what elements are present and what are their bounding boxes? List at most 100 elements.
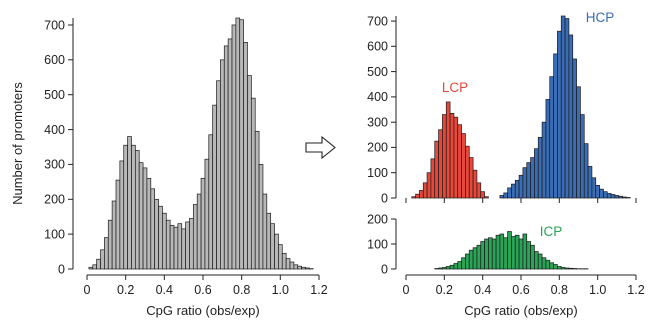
x-tick-label: 0 [84, 283, 91, 297]
histogram-bar [415, 193, 420, 199]
histogram-bar [258, 164, 264, 270]
y-tick-label: 500 [44, 88, 65, 102]
x-axis [405, 198, 637, 203]
y-tick-label: 0 [58, 262, 65, 276]
histogram-bar [239, 19, 244, 270]
histogram-bar [468, 249, 474, 270]
histogram-bar [438, 267, 443, 270]
histogram-bar [526, 162, 531, 199]
histogram-bar [445, 101, 451, 199]
histogram-bar [162, 212, 167, 270]
y-tick-label: 200 [44, 193, 65, 207]
histogram-bar [572, 58, 577, 199]
histogram-bar [192, 204, 198, 270]
histogram-bar [472, 169, 478, 199]
histogram-bar [465, 145, 470, 199]
histogram-bar [461, 133, 466, 199]
histogram-lcp-hcp: 0 100 200 300 400 500 600 700 LCP HCP [367, 10, 637, 205]
x-tick-label: 1.2 [310, 283, 327, 297]
y-tick-label: 100 [367, 166, 388, 180]
histogram-bar [503, 237, 508, 270]
histogram-bar [549, 76, 554, 199]
x-tick-label: 1.0 [272, 283, 289, 297]
histogram-bar [484, 238, 489, 270]
histogram-bar [603, 191, 608, 199]
histogram-bar [138, 162, 144, 270]
histogram-bar [220, 59, 225, 270]
histogram-bar [476, 244, 482, 270]
histogram-bar [472, 247, 478, 270]
histogram-bar [495, 234, 501, 270]
histogram-bar [514, 234, 520, 270]
histogram-bar [231, 24, 237, 270]
histogram-bar [426, 172, 432, 199]
histogram-bar [514, 179, 520, 199]
histogram-bar [278, 244, 283, 270]
y-tick-label: 600 [44, 53, 65, 67]
histogram-bar [223, 45, 229, 270]
x-tick-label: 0.8 [233, 283, 250, 297]
histogram-bar [227, 38, 233, 270]
histogram-bar [442, 267, 447, 270]
histogram-bar [243, 42, 248, 270]
series-all [88, 17, 314, 270]
histogram-bar [488, 237, 493, 270]
histogram-bar [442, 114, 447, 199]
histogram-bar [235, 17, 241, 270]
histogram-bar [560, 267, 566, 270]
histogram-bar [111, 200, 117, 270]
histogram-bar [511, 183, 516, 199]
histogram-bar [96, 258, 101, 270]
histogram-bar [131, 144, 136, 270]
histogram-bar [530, 157, 535, 199]
histogram-bar [518, 174, 524, 199]
histogram-bar [134, 150, 140, 270]
histogram-bar [610, 194, 616, 199]
histogram-bar [289, 261, 295, 270]
y-tick-label: 500 [367, 65, 388, 79]
histogram-bar [461, 257, 466, 270]
histogram-bar [434, 140, 439, 199]
histogram-bar [541, 257, 547, 270]
histogram-bar [595, 185, 600, 199]
x-tick-label: 0.2 [117, 283, 134, 297]
histogram-bar [491, 238, 497, 270]
y-tick-label: 300 [44, 158, 65, 172]
x-axis: 0 0.2 0.4 0.6 0.8 1.0 1.2 CpG ratio (obs/exp) [84, 274, 328, 318]
histogram-bar [165, 219, 171, 270]
histogram-bar [503, 192, 508, 199]
histogram-bar [104, 237, 109, 270]
histogram-bar [576, 86, 581, 199]
histogram-bar [285, 258, 291, 270]
histogram-bar [169, 225, 175, 270]
series-hcp [499, 15, 631, 199]
histogram-bar [301, 266, 306, 270]
histogram-bar [457, 261, 462, 270]
y-tick-label: 100 [367, 237, 388, 251]
histogram-bar [100, 249, 105, 270]
histogram-bar [438, 129, 443, 199]
histogram-bar [142, 167, 148, 270]
histogram-bar [200, 178, 206, 270]
histogram-bar [185, 221, 190, 270]
histogram-bar [262, 193, 268, 270]
histogram-bar [564, 267, 570, 270]
histogram-bar [216, 80, 221, 270]
series-label-hcp: HCP [586, 10, 615, 25]
histogram-bar [453, 116, 459, 199]
histogram-bar [430, 158, 436, 199]
histogram-bar [123, 144, 128, 270]
histogram-bar [530, 244, 535, 270]
histogram-bar [465, 253, 470, 270]
right-arrow-icon [305, 135, 336, 160]
histogram-bar [204, 158, 210, 270]
histogram-bar [526, 241, 531, 270]
histogram-bar [158, 205, 163, 270]
histogram-bar [208, 134, 214, 270]
histogram-bar [92, 264, 98, 270]
histogram-bar [557, 30, 562, 199]
histogram-bar [449, 112, 455, 199]
histogram-bar [518, 238, 524, 270]
y-tick-label: 100 [44, 227, 65, 241]
x-tick-label: 0.8 [551, 283, 568, 297]
